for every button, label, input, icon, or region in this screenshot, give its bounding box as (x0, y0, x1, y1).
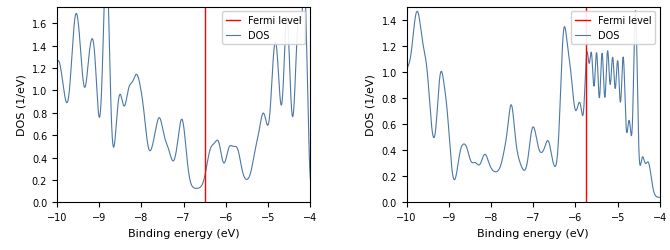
Fermi level (201, 90, 209, 92)
Fermi level (201, 201, 209, 204)
Fermi level (582, 201, 590, 204)
DOS (523, 163, 531, 166)
DOS (656, 196, 664, 199)
DOS (286, 76, 294, 79)
Line: DOS: DOS (407, 12, 660, 198)
DOS (237, 164, 245, 167)
DOS (636, 162, 644, 164)
Line: DOS: DOS (57, 0, 310, 188)
DOS (587, 54, 595, 56)
DOS (299, 4, 307, 7)
DOS (174, 142, 182, 145)
DOS (193, 187, 201, 190)
Fermi level (582, 71, 590, 74)
Legend: Fermi level, DOS: Fermi level, DOS (572, 12, 655, 45)
Y-axis label: DOS (1/eV): DOS (1/eV) (366, 74, 376, 136)
DOS (306, 178, 314, 180)
DOS (509, 113, 517, 116)
DOS (403, 69, 411, 72)
DOS (53, 62, 61, 66)
Legend: Fermi level, DOS: Fermi level, DOS (222, 12, 306, 45)
X-axis label: Binding energy (eV): Binding energy (eV) (478, 228, 589, 238)
DOS (631, 10, 639, 13)
DOS (648, 183, 656, 186)
Y-axis label: DOS (1/eV): DOS (1/eV) (16, 74, 26, 136)
DOS (159, 132, 168, 135)
DOS (161, 139, 170, 142)
X-axis label: Binding energy (eV): Binding energy (eV) (128, 228, 239, 238)
DOS (511, 133, 519, 136)
